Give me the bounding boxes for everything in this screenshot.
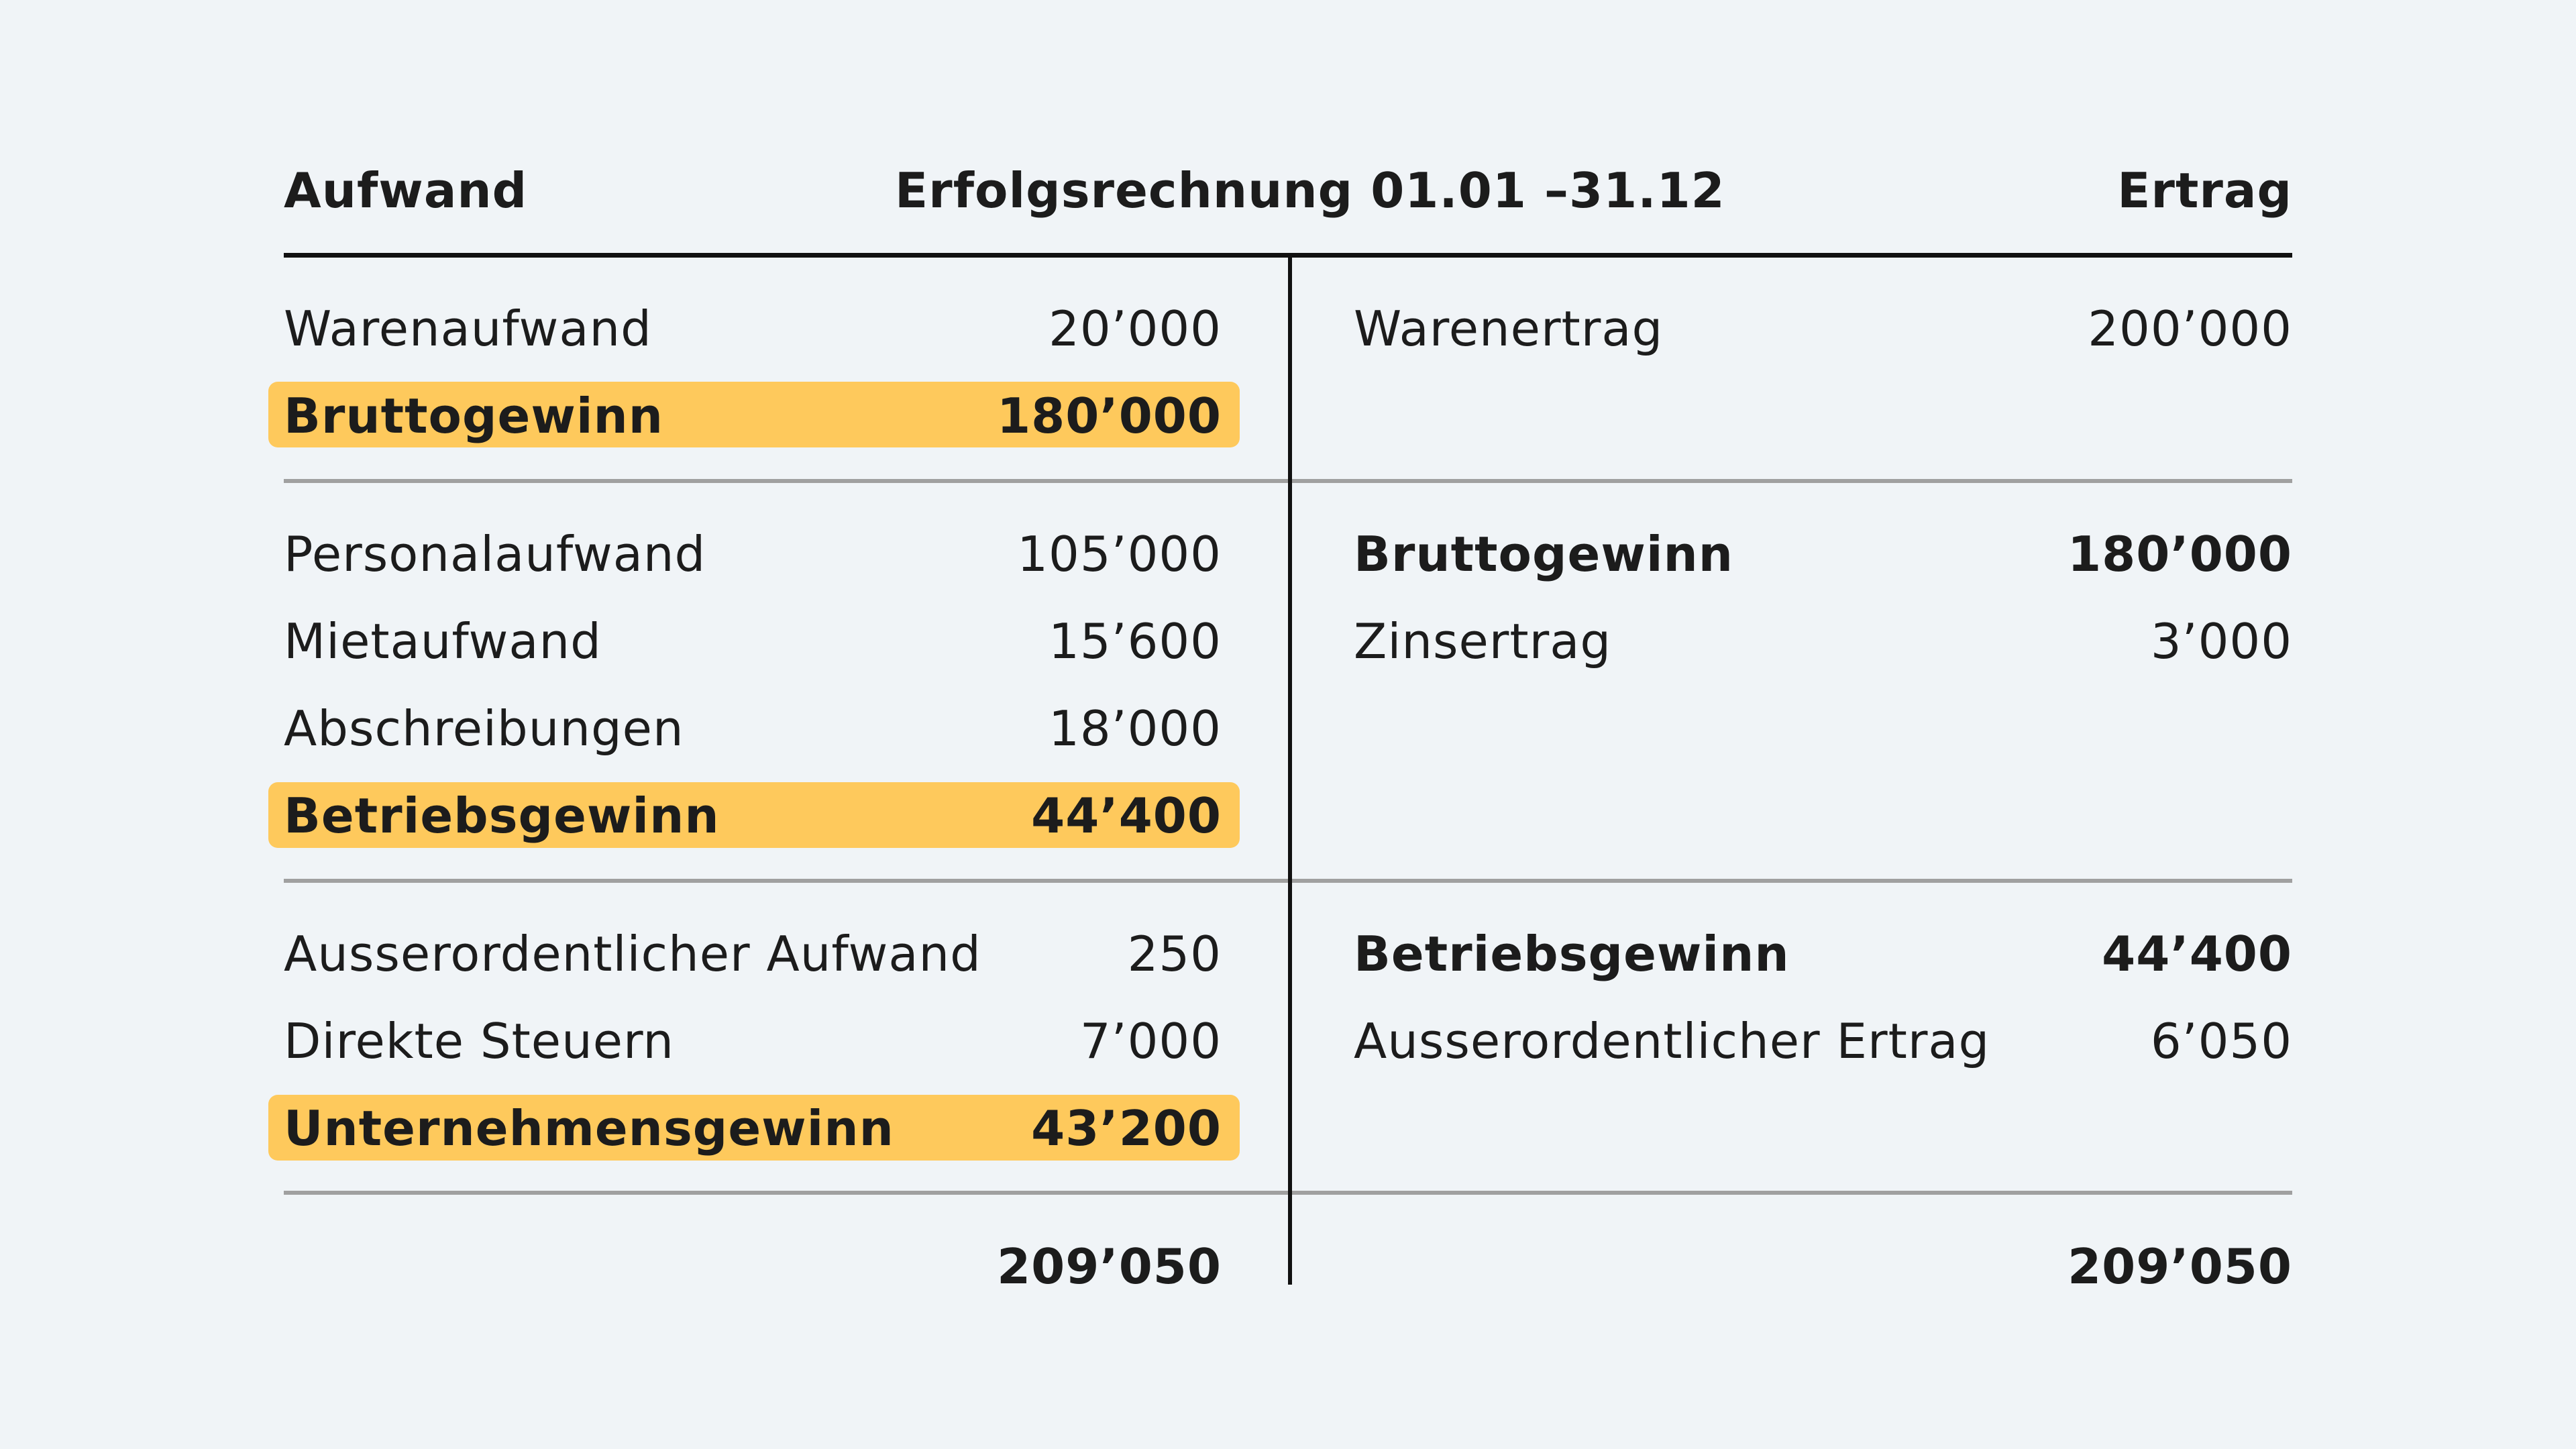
ertrag-label-betriebsgewinn: Betriebsgewinn xyxy=(1354,926,1790,982)
highlight-unternehmensgewinn xyxy=(268,1095,1240,1161)
aufwand-value-unternehmensgewinn: 43’200 xyxy=(1031,1100,1222,1157)
ertrag-value-bruttogewinn: 180’000 xyxy=(2068,526,2292,582)
aufwand-label-bruttogewinn: Bruttogewinn xyxy=(284,388,664,444)
aufwand-value-bruttogewinn: 180’000 xyxy=(997,388,1222,444)
header-ertrag: Ertrag xyxy=(2117,162,2292,219)
ertrag-label-bruttogewinn: Bruttogewinn xyxy=(1354,526,1734,582)
t-account-vertical-line xyxy=(1288,255,1292,1285)
aufwand-value-direkte-steuern: 7’000 xyxy=(1079,1013,1222,1069)
total-ertrag: 209’050 xyxy=(2068,1238,2292,1295)
ertrag-value-betriebsgewinn: 44’400 xyxy=(2102,926,2292,982)
aufwand-label-warenaufwand: Warenaufwand xyxy=(284,301,652,357)
ertrag-value-warenertrag: 200’000 xyxy=(2088,301,2292,357)
ertrag-label-ausserordentlicher-ertrag: Ausserordentlicher Ertrag xyxy=(1354,1013,1990,1069)
aufwand-value-betriebsgewinn: 44’400 xyxy=(1031,788,1222,844)
ertrag-value-zinsertrag: 3’000 xyxy=(2150,613,2292,669)
ertrag-value-ausserordentlicher-ertrag: 6’050 xyxy=(2150,1013,2292,1069)
aufwand-label-mietaufwand: Mietaufwand xyxy=(284,613,602,669)
total-aufwand: 209’050 xyxy=(997,1238,1222,1295)
aufwand-value-abschreibungen: 18’000 xyxy=(1049,700,1222,757)
ertrag-label-zinsertrag: Zinsertrag xyxy=(1354,613,1612,669)
highlight-betriebsgewinn xyxy=(268,782,1240,848)
aufwand-label-unternehmensgewinn: Unternehmensgewinn xyxy=(284,1100,894,1157)
aufwand-label-direkte-steuern: Direkte Steuern xyxy=(284,1013,674,1069)
aufwand-value-warenaufwand: 20’000 xyxy=(1049,301,1222,357)
aufwand-value-ausserordentlicher-aufwand: 250 xyxy=(1127,926,1222,982)
page-title: Erfolgsrechnung 01.01 –31.12 xyxy=(895,162,1725,219)
aufwand-label-abschreibungen: Abschreibungen xyxy=(284,700,684,757)
aufwand-value-mietaufwand: 15’600 xyxy=(1049,613,1222,669)
header-aufwand: Aufwand xyxy=(284,162,528,219)
aufwand-label-betriebsgewinn: Betriebsgewinn xyxy=(284,788,720,844)
aufwand-value-personalaufwand: 105’000 xyxy=(1017,526,1222,582)
aufwand-label-personalaufwand: Personalaufwand xyxy=(284,526,706,582)
aufwand-label-ausserordentlicher-aufwand: Ausserordentlicher Aufwand xyxy=(284,926,981,982)
ertrag-label-warenertrag: Warenertrag xyxy=(1354,301,1664,357)
highlight-bruttogewinn xyxy=(268,382,1240,447)
